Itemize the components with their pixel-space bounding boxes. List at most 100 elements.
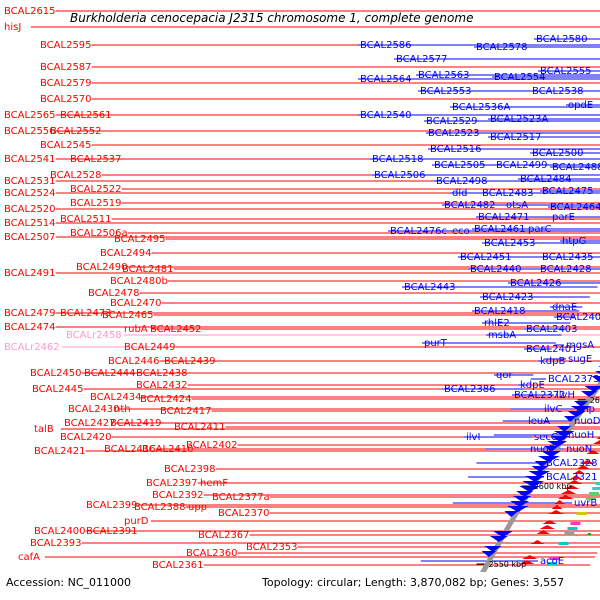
forward-gene-label[interactable]: uvrB <box>574 498 597 509</box>
reverse-gene-label[interactable]: BCAL2491 <box>4 268 56 279</box>
reverse-gene-label[interactable]: BCAL2361 <box>152 560 204 571</box>
forward-gene-label[interactable]: BCAL2475 <box>542 186 594 197</box>
forward-gene-label[interactable]: BCAL2372 <box>514 390 566 401</box>
reverse-gene-label[interactable]: BCAL2522 <box>70 184 122 195</box>
forward-gene-label[interactable]: BCAL2403 <box>526 324 578 335</box>
forward-gene-label[interactable]: BCAL2505 <box>434 160 486 171</box>
reverse-gene-arrow[interactable] <box>536 530 550 534</box>
forward-gene-label[interactable]: htpG <box>562 236 586 247</box>
reverse-gene-label[interactable]: BCAL2495 <box>114 234 166 245</box>
forward-gene-arrow[interactable] <box>570 406 592 412</box>
forward-gene-label[interactable]: parE <box>552 212 575 223</box>
forward-gene-label[interactable]: qor <box>496 370 513 381</box>
forward-gene-arrow[interactable] <box>544 446 559 452</box>
forward-gene-label[interactable]: kdpE <box>520 380 545 391</box>
reverse-gene-label[interactable]: BCAL2587 <box>40 62 92 73</box>
forward-gene-arrow[interactable] <box>584 386 600 392</box>
forward-gene-label[interactable]: BCAL2578 <box>476 42 528 53</box>
forward-gene-arrow[interactable] <box>574 401 589 407</box>
forward-gene-arrow[interactable] <box>547 441 568 447</box>
reverse-gene-label[interactable]: BCAL2420 <box>60 432 112 443</box>
forward-gene-arrow[interactable] <box>537 456 560 462</box>
reverse-gene-label[interactable]: BCAL2507 <box>4 232 56 243</box>
forward-gene-label[interactable]: BCAL2418 <box>474 306 526 317</box>
reverse-gene-label[interactable]: BCAL2419 <box>110 418 162 429</box>
forward-gene-label[interactable]: BCAL2540 <box>360 110 412 121</box>
reverse-gene-label[interactable]: BCAL2370 <box>218 508 270 519</box>
reverse-gene-arrow[interactable] <box>519 560 535 564</box>
forward-gene-label[interactable]: BCAL2426 <box>510 278 562 289</box>
reverse-gene-label[interactable]: BCAL2424 <box>140 394 192 405</box>
forward-gene-label[interactable]: dld <box>452 188 467 199</box>
forward-gene-label[interactable]: msbA <box>488 330 516 341</box>
reverse-gene-label[interactable]: BCAL2434 <box>90 392 142 403</box>
forward-gene-label[interactable]: opdE <box>568 100 593 111</box>
forward-gene-label[interactable]: purT <box>424 338 448 349</box>
forward-gene-label[interactable]: ilvC <box>544 404 562 415</box>
forward-gene-label[interactable]: BCAL2373 <box>548 374 600 385</box>
reverse-gene-label[interactable]: upp <box>188 502 207 513</box>
forward-gene-label[interactable]: otsA <box>506 200 528 211</box>
forward-gene-label[interactable]: BCAL2484 <box>520 174 572 185</box>
reverse-gene-label[interactable]: BCAL2519 <box>70 198 122 209</box>
reverse-gene-label[interactable]: BCAL2388 <box>134 502 186 513</box>
forward-gene-arrow[interactable] <box>510 501 530 507</box>
forward-gene-arrow[interactable] <box>525 476 545 482</box>
forward-gene-label[interactable]: BCAL2523 <box>428 128 480 139</box>
forward-gene-arrow[interactable] <box>481 551 497 557</box>
reverse-gene-label[interactable]: BCAL2399 <box>86 500 138 511</box>
reverse-gene-arrow[interactable] <box>586 450 600 454</box>
reverse-gene-label[interactable]: BCAL2398 <box>164 464 216 475</box>
forward-gene-label[interactable]: BCAL2488 <box>552 162 600 173</box>
reverse-gene-arrow[interactable] <box>530 540 545 544</box>
reverse-gene-label[interactable]: BCAL2615 <box>4 6 56 17</box>
forward-gene-label[interactable]: BCAL2518 <box>372 154 424 165</box>
forward-gene-label[interactable]: dnaE <box>552 302 577 313</box>
forward-gene-arrow[interactable] <box>528 471 551 477</box>
reverse-gene-arrow[interactable] <box>566 480 583 484</box>
reverse-gene-label[interactable]: rubA <box>124 324 148 335</box>
forward-gene-label[interactable]: BCAL2499 <box>496 160 548 171</box>
reverse-gene-label[interactable]: BCAL2377a <box>212 492 270 503</box>
forward-gene-label[interactable]: pnp <box>576 404 595 415</box>
reverse-gene-label[interactable]: BCAL2430 <box>68 404 120 415</box>
forward-gene-arrow[interactable] <box>492 531 514 537</box>
reverse-gene-label[interactable]: BCAL2520 <box>4 204 56 215</box>
reverse-gene-label[interactable]: BCAL2473 <box>60 308 112 319</box>
reverse-gene-label[interactable]: cafA <box>18 552 40 563</box>
reverse-gene-label[interactable]: BCAL2421 <box>34 446 86 457</box>
forward-gene-arrow[interactable] <box>591 376 600 382</box>
forward-gene-label[interactable]: BCAL2538 <box>532 86 584 97</box>
forward-gene-arrow[interactable] <box>540 451 562 457</box>
forward-gene-label[interactable]: BCAL2453 <box>484 238 536 249</box>
reverse-gene-label[interactable]: BCAL2481 <box>122 264 174 275</box>
reverse-gene-arrow[interactable] <box>570 475 583 479</box>
reverse-gene-label[interactable]: BCAL2446 <box>108 356 160 367</box>
forward-gene-arrow[interactable] <box>504 511 519 517</box>
forward-gene-arrow[interactable] <box>507 506 529 512</box>
forward-gene-label[interactable]: BCAL2423 <box>482 292 534 303</box>
forward-gene-label[interactable]: acoE <box>540 556 564 567</box>
reverse-gene-arrow[interactable] <box>579 460 596 464</box>
reverse-gene-label[interactable]: BCAL2445 <box>32 384 84 395</box>
forward-gene-label[interactable]: BCAL2536A <box>452 102 511 113</box>
reverse-gene-label[interactable]: BCAL2417 <box>160 406 212 417</box>
forward-gene-label[interactable]: nuoF <box>530 444 555 455</box>
reverse-gene-label[interactable]: BCAL2438 <box>136 368 188 379</box>
forward-gene-label[interactable]: BCAL2580 <box>536 34 588 45</box>
reverse-gene-label[interactable]: BCAL2410 <box>142 444 194 455</box>
forward-gene-label[interactable]: BCAL2483 <box>482 188 534 199</box>
reverse-gene-label[interactable]: BCAL2470 <box>110 298 162 309</box>
forward-gene-label[interactable]: ilvI <box>466 432 480 443</box>
reverse-gene-arrow[interactable] <box>592 440 600 444</box>
forward-gene-label[interactable]: BCAL2386 <box>444 384 496 395</box>
forward-gene-arrow[interactable] <box>595 371 600 377</box>
reverse-gene-arrow[interactable] <box>539 525 555 529</box>
reverse-gene-label[interactable]: BCAL2416 <box>104 444 156 455</box>
reverse-gene-label[interactable]: BCAL2402 <box>186 440 238 451</box>
forward-gene-label[interactable]: BCAL2406 <box>556 312 600 323</box>
forward-gene-label[interactable]: BCAL2451 <box>460 252 512 263</box>
forward-gene-label[interactable]: parC <box>528 224 552 235</box>
reverse-gene-label[interactable]: BCAL2367 <box>198 530 250 541</box>
forward-gene-label[interactable]: sugE <box>568 354 592 365</box>
